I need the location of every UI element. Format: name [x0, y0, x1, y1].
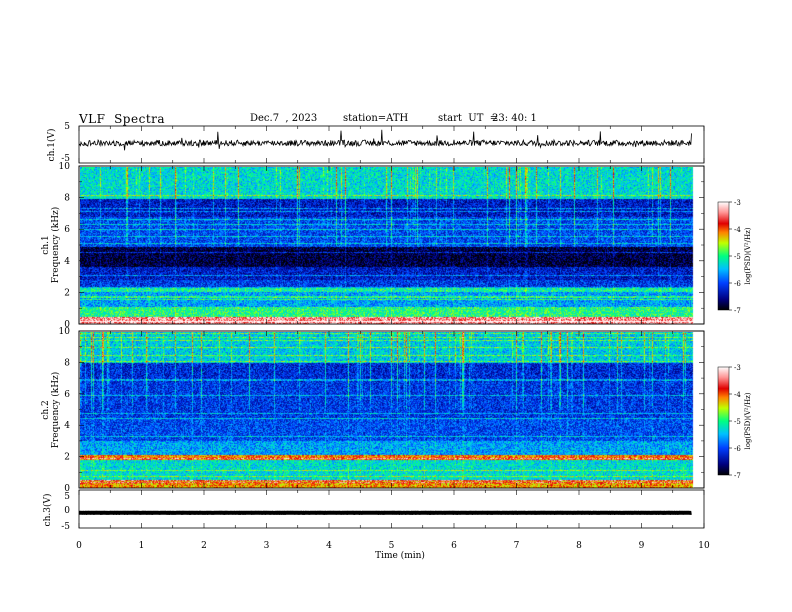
- x-tick-label-1: 1: [139, 541, 145, 551]
- ch1-colorbar-label: log(PSD)(V²/Hz): [744, 227, 752, 284]
- ch1-spec-ylabel: Frequency (kHz): [50, 207, 61, 284]
- freq-tick-label-4: 4: [64, 257, 70, 267]
- x-tick-label-9: 9: [639, 541, 645, 551]
- ch1-spectrogram-panel: 0 2 4 6 8 10 ch.1 Frequency (kHz): [41, 162, 705, 330]
- ch3-ylabel: ch.3(V): [42, 494, 53, 527]
- date-label: Dec.7 , 2023: [250, 113, 318, 124]
- freq-tick-label-0: 0: [64, 484, 70, 494]
- ch1-ylabel: ch.1(V): [46, 129, 57, 162]
- ch1-ytick-top: 5: [64, 122, 70, 132]
- x-tick-label-8: 8: [576, 541, 582, 551]
- start-time-label: 23: 40: 1: [492, 113, 537, 124]
- colorbar-tick-label--7: -7: [734, 472, 741, 480]
- freq-tick-label-4: 4: [64, 421, 70, 431]
- ch1-spec-channel-label: ch.1: [41, 235, 51, 254]
- ch2-colorbar-label: log(PSD)(V²/Hz): [744, 392, 752, 449]
- freq-tick-label-2: 2: [64, 288, 70, 298]
- station-label: station=ATH: [343, 113, 409, 124]
- ch3-ytick-mid: 0: [64, 506, 70, 516]
- colorbar-tick-label--7: -7: [734, 307, 741, 315]
- x-tick-label-5: 5: [389, 541, 395, 551]
- ch2-spectrogram-image: [79, 331, 694, 488]
- ch3-waveform-panel: 5 0 -5 ch.3(V): [42, 489, 705, 532]
- colorbar-tick-label--6: -6: [734, 445, 741, 453]
- x-tick-label-10: 10: [698, 541, 710, 551]
- x-tick-label-0: 0: [76, 541, 82, 551]
- x-tick-label-2: 2: [201, 541, 207, 551]
- ch2-colorbar: -3 -4 -5 -6 -7 log(PSD)(V²/Hz): [717, 364, 752, 480]
- colorbar-tick-label--5: -5: [734, 253, 741, 261]
- colorbar-tick-label--5: -5: [734, 418, 741, 426]
- colorbar-tick-label--4: -4: [734, 226, 741, 234]
- x-tick-label-3: 3: [264, 541, 270, 551]
- colorbar-tick-label--6: -6: [734, 280, 741, 288]
- colorbar-tick-label--3: -3: [734, 364, 741, 372]
- ch2-spec-channel-label: ch.2: [41, 400, 51, 419]
- freq-tick-label-10: 10: [59, 327, 71, 337]
- x-tick-label-6: 6: [451, 541, 457, 551]
- freq-tick-label-8: 8: [64, 358, 70, 368]
- ch2-spectrogram-panel: 0 2 4 6 8 10 ch.2 Frequency (kHz): [41, 327, 705, 494]
- start-ut-label: start UT =: [438, 113, 499, 124]
- colorbar-tick-label--4: -4: [734, 391, 741, 399]
- freq-tick-label-2: 2: [64, 453, 70, 463]
- x-tick-label-4: 4: [326, 541, 332, 551]
- freq-tick-label-6: 6: [64, 390, 70, 400]
- freq-tick-label-6: 6: [64, 225, 70, 235]
- ch3-ytick-bottom: -5: [61, 522, 70, 532]
- freq-tick-label-8: 8: [64, 194, 70, 204]
- freq-tick-label-10: 10: [59, 162, 71, 172]
- ch1-ytick-bottom: -5: [61, 154, 70, 164]
- freq-tick-label-0: 0: [64, 320, 70, 330]
- x-axis-tick-labels: 0 1 2 3 4 5 6 7 8 9 10: [76, 541, 710, 551]
- ch3-ytick-top: 5: [64, 492, 70, 502]
- chart-title: VLF Spectra: [79, 112, 166, 126]
- ch1-waveform-line: [78, 129, 692, 151]
- ch1-spectrogram-image: [79, 166, 694, 324]
- x-axis-label: Time (min): [375, 550, 425, 561]
- colorbar-tick-label--3: -3: [734, 199, 741, 207]
- ch1-waveform-panel: 5 -5 ch.1(V): [46, 122, 705, 164]
- ch2-spec-ylabel: Frequency (kHz): [50, 372, 61, 449]
- x-tick-label-7: 7: [514, 541, 520, 551]
- ch1-colorbar: -3 -4 -5 -6 -7 log(PSD)(V²/Hz): [717, 199, 752, 315]
